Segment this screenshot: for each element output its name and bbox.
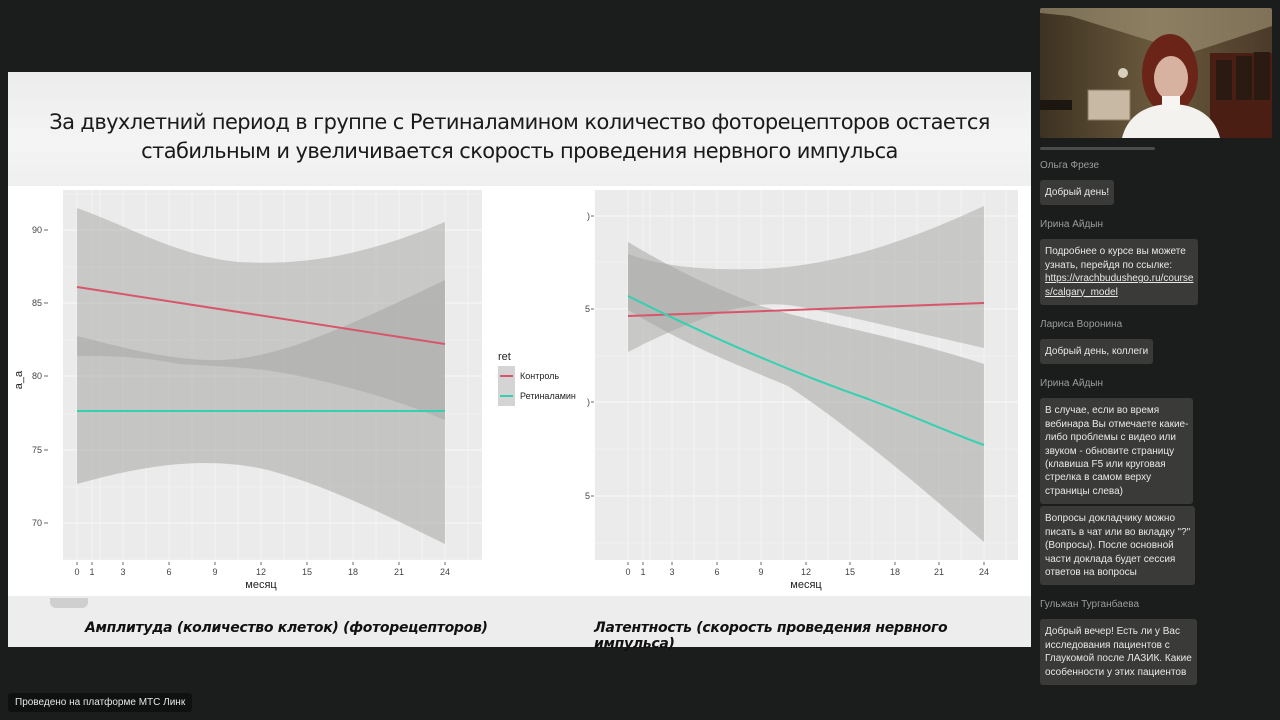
- svg-text:1: 1: [640, 567, 645, 577]
- svg-text:a_a: a_a: [13, 370, 25, 389]
- svg-text:24: 24: [440, 567, 450, 577]
- chat-message: Ирина Айдын В случае, если во время веби…: [1040, 378, 1276, 506]
- latency-chart: ) 5) 5 0 1 3 6 9 12 15 18 21 24 месяц: [585, 190, 1018, 591]
- chat-feed: Ольга Фрезе Добрый день! Ирина Айдын Под…: [1040, 160, 1276, 699]
- svg-text:9: 9: [758, 567, 763, 577]
- chat-author: Ирина Айдын: [1040, 219, 1103, 231]
- svg-text:21: 21: [394, 567, 404, 577]
- chat-message: Вопросы докладчику можно писать в чат ил…: [1040, 506, 1276, 599]
- chat-bubble: Добрый день, коллеги: [1040, 339, 1154, 365]
- retinalamin-ci-band: [628, 242, 984, 542]
- svg-text:9: 9: [212, 567, 217, 577]
- chat-author: Лариса Воронина: [1040, 319, 1123, 331]
- chat-author: Ольга Фрезе: [1040, 160, 1100, 171]
- svg-text:5: 5: [585, 304, 590, 314]
- chat-author: Ирина Айдын: [1040, 378, 1103, 390]
- svg-text:24: 24: [979, 567, 989, 577]
- svg-text:21: 21: [934, 567, 944, 577]
- svg-text:18: 18: [890, 567, 900, 577]
- chat-author: Гульжан Турганбаева: [1040, 599, 1140, 611]
- legend-title: ret: [498, 351, 511, 363]
- speaker-video-frame: [1040, 8, 1272, 138]
- svg-text:5: 5: [585, 491, 590, 501]
- platform-badge: Проведено на платформе МТС Линк: [8, 693, 193, 712]
- svg-text:80: 80: [32, 371, 42, 381]
- svg-text:месяц: месяц: [790, 579, 822, 591]
- chat-sidebar: Ольга Фрезе Добрый день! Ирина Айдын Под…: [1031, 0, 1280, 720]
- svg-text:85: 85: [32, 298, 42, 308]
- course-link[interactable]: https://vrachbudushego.ru/course s/calga…: [1045, 273, 1194, 298]
- video-volume-bar: [1040, 147, 1155, 150]
- chat-bubble: Подробнее о курсе вы можете узнать, пере…: [1040, 239, 1199, 306]
- svg-text:15: 15: [845, 567, 855, 577]
- svg-text:12: 12: [256, 567, 266, 577]
- svg-text:70: 70: [32, 518, 42, 528]
- svg-text:6: 6: [166, 567, 171, 577]
- chat-bubble: Вопросы докладчику можно писать в чат ил…: [1040, 506, 1196, 586]
- svg-text:месяц: месяц: [245, 579, 277, 591]
- chat-message: Ольга Фрезе Добрый день!: [1040, 160, 1276, 219]
- svg-text:0: 0: [74, 567, 79, 577]
- control-ci-band: [628, 206, 984, 352]
- presentation-slide: За двухлетний период в группе с Ретинала…: [8, 72, 1031, 652]
- legend-item-control: Контроль: [520, 371, 559, 381]
- chat-bubble: В случае, если во время вебинара Вы отме…: [1040, 398, 1194, 505]
- amplitude-chart: 90 85 80 75 70 a_a 0 1 3 6 9 12 15 18 21 24 месяц: [13, 190, 482, 591]
- svg-text:3: 3: [120, 567, 125, 577]
- chat-bubble: Добрый вечер! Есть ли у Вас исследования…: [1040, 619, 1197, 685]
- svg-text:0: 0: [625, 567, 630, 577]
- plot-panel: 90 85 80 75 70 a_a 0 1 3 6 9 12 15 18 21 24 месяц ret: [8, 186, 1031, 596]
- svg-text:1: 1: [89, 567, 94, 577]
- retinalamin-line: [627, 295, 985, 446]
- slide-title-line-1: За двухлетний период в группе с Ретинала…: [49, 110, 990, 134]
- svg-text:): ): [587, 397, 590, 407]
- chat-text: Подробнее о курсе вы можете узнать, пере…: [1045, 246, 1186, 271]
- chart-legend: ret Контроль Ретиналамин: [498, 351, 576, 406]
- chat-bubble: Добрый день!: [1040, 180, 1115, 206]
- chat-message: Лариса Воронина Добрый день, коллеги: [1040, 319, 1276, 378]
- slide-title: За двухлетний период в группе с Ретинала…: [28, 108, 1011, 166]
- control-line: [627, 302, 985, 317]
- control-line: [76, 286, 446, 345]
- chat-message: Ирина Айдын Подробнее о курсе вы можете …: [1040, 219, 1276, 319]
- svg-text:90: 90: [32, 225, 42, 235]
- svg-text:3: 3: [669, 567, 674, 577]
- slide-footer-band: [8, 596, 1031, 647]
- logo-watermark: [50, 598, 88, 608]
- legend-item-retinalamin: Ретиналамин: [520, 391, 576, 401]
- svg-text:15: 15: [302, 567, 312, 577]
- svg-text:12: 12: [801, 567, 811, 577]
- svg-text:6: 6: [714, 567, 719, 577]
- caption-latency: Латентность (скорость проведения нервног…: [594, 620, 948, 652]
- speaker-video[interactable]: [1040, 8, 1272, 138]
- chat-message: Гульжан Турганбаева Добрый вечер! Есть л…: [1040, 599, 1276, 699]
- svg-text:18: 18: [348, 567, 358, 577]
- svg-text:75: 75: [32, 445, 42, 455]
- svg-text:): ): [587, 211, 590, 221]
- slide-header: За двухлетний период в группе с Ретинала…: [8, 72, 1031, 186]
- caption-amplitude: Амплитуда (количество клеток) (фоторецеп…: [85, 620, 488, 636]
- slide-title-line-2: стабильным и увеличивается скорость пров…: [141, 139, 898, 163]
